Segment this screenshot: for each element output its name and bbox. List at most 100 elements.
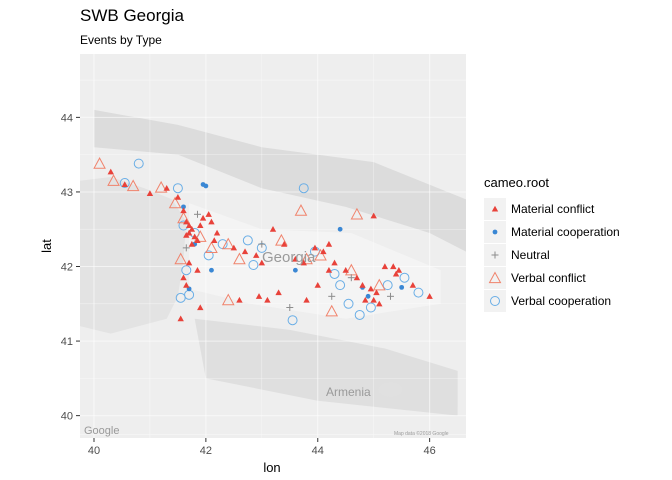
legend-symbol-verbal-cooperation: [490, 296, 500, 306]
point-material-cooperation: [181, 204, 186, 210]
point-neutral: [386, 292, 394, 300]
point-material-conflict: [183, 281, 190, 288]
y-tick-label: 40: [61, 411, 73, 423]
point-material-conflict: [314, 281, 321, 288]
mountain-ridge: [93, 109, 466, 252]
point-verbal-conflict: [350, 207, 364, 220]
point-material-conflict: [376, 300, 383, 307]
point-material-conflict: [146, 190, 154, 196]
point-verbal-conflict: [372, 278, 386, 291]
x-axis-label: lon: [263, 460, 280, 475]
point-material-conflict: [331, 259, 338, 266]
point-verbal-conflict: [177, 211, 190, 224]
legend-label: Material cooperation: [511, 225, 620, 239]
legend-item-material-cooperation: Material cooperation: [484, 221, 620, 243]
point-material-conflict: [426, 293, 433, 299]
point-verbal-conflict: [107, 174, 120, 186]
point-verbal-conflict: [275, 233, 288, 246]
point-verbal-conflict: [221, 237, 235, 250]
point-neutral: [182, 244, 190, 252]
point-material-conflict: [211, 237, 218, 243]
point-material-conflict: [188, 226, 196, 232]
point-verbal-conflict: [314, 248, 327, 261]
point-material-conflict: [255, 293, 263, 299]
point-material-cooperation: [209, 267, 214, 273]
grid-lines: [80, 54, 466, 438]
point-material-conflict: [194, 237, 201, 243]
google-logo: Google: [84, 425, 119, 437]
point-material-conflict: [390, 263, 397, 270]
point-material-conflict: [236, 296, 243, 303]
point-material-conflict: [362, 296, 369, 303]
point-material-conflict: [197, 304, 204, 311]
lake-sevan: [378, 382, 403, 397]
point-material-conflict: [353, 274, 361, 281]
point-material-conflict: [230, 244, 238, 251]
point-material-conflict: [325, 267, 333, 273]
legend-item-verbal-conflict: Verbal conflict: [484, 267, 586, 289]
point-material-cooperation: [337, 226, 343, 232]
point-material-conflict: [188, 240, 196, 247]
legend-symbol-neutral: [491, 251, 499, 259]
point-material-conflict: [185, 259, 193, 266]
point-verbal-conflict: [174, 252, 188, 265]
legend-item-neutral: Neutral: [484, 244, 550, 266]
point-material-conflict: [183, 231, 190, 238]
point-verbal-conflict: [221, 293, 235, 306]
point-material-cooperation: [399, 284, 405, 290]
point-verbal-conflict: [233, 252, 246, 265]
legend-label: Neutral: [511, 248, 550, 262]
data-marks: [93, 157, 433, 326]
legend-key-verbal-conflict: [484, 267, 506, 289]
x-tick-label: 46: [424, 445, 436, 457]
point-material-conflict: [197, 222, 204, 229]
point-material-conflict: [185, 222, 193, 229]
point-material-conflict: [392, 270, 400, 277]
point-verbal-conflict: [93, 157, 106, 169]
point-verbal-conflict: [205, 241, 218, 254]
legend-item-verbal-cooperation: Verbal cooperation: [484, 290, 611, 312]
x-tick-label: 40: [88, 445, 100, 457]
sea-area: [80, 177, 187, 334]
point-verbal-cooperation: [248, 260, 259, 271]
point-material-cooperation: [292, 267, 298, 273]
point-verbal-cooperation: [133, 158, 144, 169]
point-verbal-cooperation: [413, 287, 424, 298]
point-material-conflict: [191, 233, 198, 240]
point-material-conflict: [381, 263, 389, 270]
y-axis-label: lat: [39, 239, 54, 253]
axes: 40 42 44 46 40 41 42 43 44: [61, 112, 436, 457]
point-neutral: [286, 304, 294, 312]
legend-key-material-conflict: [484, 198, 506, 220]
x-tick-label: 42: [200, 445, 212, 457]
point-material-conflict: [303, 296, 310, 303]
point-material-conflict: [269, 226, 277, 232]
point-material-conflict: [292, 255, 299, 262]
legend-key-verbal-cooperation: [484, 290, 506, 312]
point-verbal-cooperation: [354, 309, 365, 320]
point-verbal-cooperation: [119, 177, 130, 188]
point-verbal-cooperation: [382, 280, 393, 291]
point-verbal-cooperation: [172, 183, 183, 194]
point-verbal-cooperation: [181, 265, 192, 276]
chart-subtitle: Events by Type: [80, 33, 162, 47]
legend-label: Verbal cooperation: [511, 294, 612, 308]
point-verbal-cooperation: [287, 315, 298, 326]
point-verbal-conflict: [126, 179, 140, 192]
point-verbal-conflict: [154, 180, 168, 193]
point-verbal-cooperation: [335, 280, 346, 291]
y-tick-label: 43: [61, 187, 73, 199]
legend-key-neutral: [484, 244, 506, 266]
y-tick-label: 44: [61, 112, 73, 124]
point-verbal-cooperation: [203, 250, 214, 261]
legend-label: Verbal conflict: [511, 271, 586, 285]
point-neutral: [258, 240, 266, 248]
y-tick-label: 42: [61, 262, 73, 274]
point-material-conflict: [177, 315, 184, 322]
point-neutral: [193, 210, 201, 218]
point-verbal-cooperation: [298, 183, 309, 194]
point-material-conflict: [367, 285, 375, 292]
point-material-conflict: [359, 281, 366, 288]
point-verbal-cooperation: [365, 302, 376, 313]
point-material-conflict: [373, 289, 380, 296]
